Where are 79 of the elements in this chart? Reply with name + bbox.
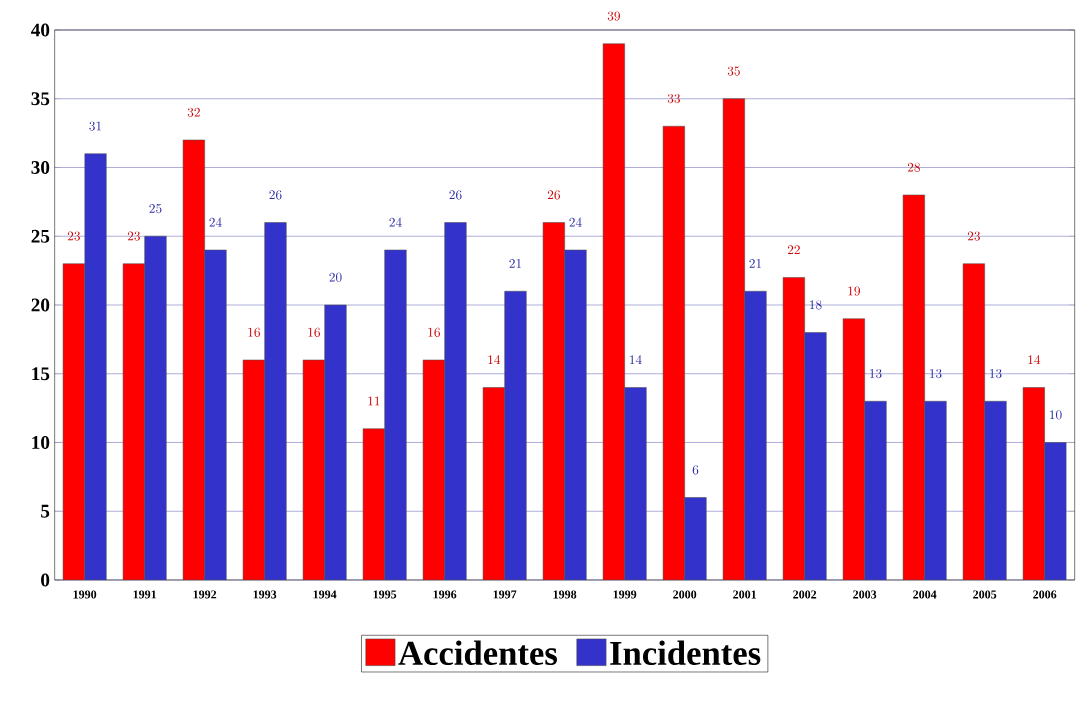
y-tick-label: 25 [31, 229, 50, 243]
data-label: 32 [187, 107, 200, 117]
data-label: 14 [630, 355, 642, 365]
data-label: 24 [569, 217, 582, 227]
data-label: 33 [667, 93, 680, 104]
bar [122, 263, 145, 580]
x-tick-label: 1996 [433, 590, 457, 599]
data-label: 10 [1050, 410, 1062, 420]
y-tick-label: 0 [41, 573, 50, 587]
y-tick-label: 30 [31, 161, 50, 174]
bar [962, 263, 985, 580]
legend-label: Accidentes [398, 640, 557, 665]
bar [482, 387, 505, 580]
data-label: 25 [149, 203, 162, 214]
data-label: 13 [990, 368, 1002, 379]
bar [182, 139, 205, 580]
bar [602, 43, 625, 580]
data-label: 13 [870, 368, 882, 379]
x-tick-label: 2006 [1033, 590, 1057, 599]
data-label: 22 [787, 245, 800, 255]
data-label: 35 [727, 66, 740, 76]
data-label: 20 [329, 272, 342, 282]
bar [62, 263, 85, 580]
data-label: 16 [248, 327, 260, 337]
x-tick-label: 1995 [373, 590, 397, 599]
bar [1022, 387, 1045, 580]
bar [902, 194, 925, 580]
x-tick-label: 1997 [493, 590, 517, 599]
data-label: 23 [127, 231, 140, 241]
data-label: 26 [269, 190, 282, 200]
data-label: 11 [368, 396, 380, 406]
data-label: 21 [749, 258, 762, 268]
data-label: 6 [692, 465, 699, 475]
data-label: 16 [428, 327, 440, 337]
x-tick-label: 1998 [553, 590, 577, 599]
x-tick-label: 2003 [853, 590, 877, 599]
y-tick-label: 5 [41, 504, 50, 518]
data-label: 16 [308, 327, 320, 337]
y-tick-label: 20 [31, 298, 50, 312]
y-tick-label: 15 [32, 367, 50, 381]
y-tick-label: 35 [31, 92, 50, 106]
y-tick-label: 10 [32, 436, 50, 449]
data-label: 28 [907, 162, 920, 172]
bar [242, 359, 265, 580]
bar [722, 98, 745, 580]
x-tick-label: 1993 [253, 590, 277, 599]
data-label: 18 [810, 300, 822, 310]
data-label: 14 [1028, 355, 1041, 365]
x-tick-label: 1994 [313, 590, 337, 599]
data-label: 13 [930, 368, 942, 379]
x-tick-label: 2004 [913, 590, 937, 599]
bar [422, 359, 445, 580]
x-tick-label: 1992 [193, 590, 217, 599]
data-label: 26 [449, 190, 462, 200]
bar [662, 125, 685, 580]
x-tick-label: 2005 [973, 590, 997, 599]
x-tick-label: 1999 [613, 590, 637, 599]
data-label: 19 [848, 286, 860, 296]
data-label: 23 [967, 231, 980, 241]
bar [542, 222, 565, 580]
x-tick-label: 1991 [133, 590, 157, 599]
x-tick-label: 2001 [733, 590, 757, 599]
data-label: 24 [389, 217, 402, 227]
x-tick-label: 2000 [673, 590, 697, 599]
legend-label: Incidentes [610, 640, 761, 665]
y-tick-label: 40 [31, 23, 50, 37]
x-tick-label: 2002 [793, 590, 817, 599]
data-label: 14 [488, 355, 501, 365]
data-label: 39 [607, 11, 620, 21]
data-label: 21 [509, 258, 522, 268]
data-label: 24 [209, 217, 222, 227]
data-label: 26 [547, 190, 560, 200]
bar [782, 277, 805, 580]
data-label: 23 [67, 231, 80, 241]
bar [302, 359, 325, 580]
bar [842, 318, 865, 580]
bar [362, 428, 385, 580]
data-label: 31 [89, 121, 102, 131]
x-tick-label: 1990 [73, 590, 97, 599]
